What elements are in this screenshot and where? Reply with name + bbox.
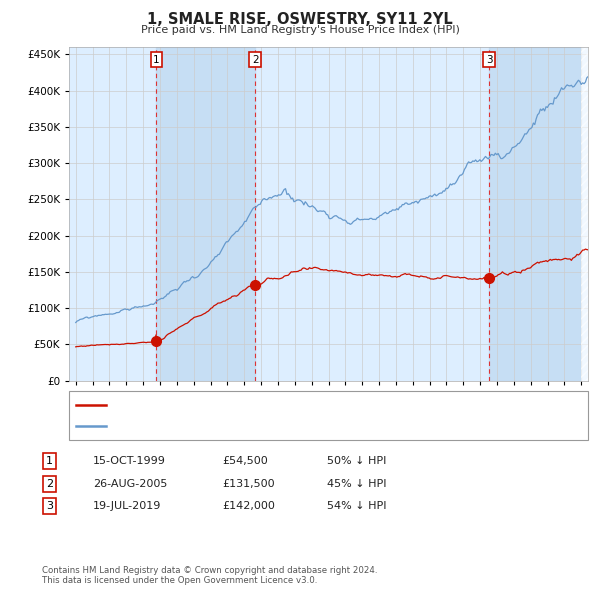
Text: 2: 2 (46, 479, 53, 489)
Text: 19-JUL-2019: 19-JUL-2019 (93, 502, 161, 511)
Text: 54% ↓ HPI: 54% ↓ HPI (327, 502, 386, 511)
Text: Contains HM Land Registry data © Crown copyright and database right 2024.
This d: Contains HM Land Registry data © Crown c… (42, 566, 377, 585)
Text: 50% ↓ HPI: 50% ↓ HPI (327, 457, 386, 466)
Text: 1: 1 (46, 457, 53, 466)
Text: 15-OCT-1999: 15-OCT-1999 (93, 457, 166, 466)
Text: £131,500: £131,500 (222, 479, 275, 489)
Bar (489, 47, 581, 381)
Text: 26-AUG-2005: 26-AUG-2005 (93, 479, 167, 489)
Text: 3: 3 (46, 502, 53, 511)
Text: £54,500: £54,500 (222, 457, 268, 466)
Text: HPI: Average price, detached house, Shropshire: HPI: Average price, detached house, Shro… (111, 421, 360, 431)
Text: 3: 3 (486, 54, 493, 64)
Text: 45% ↓ HPI: 45% ↓ HPI (327, 479, 386, 489)
Text: 1: 1 (153, 54, 160, 64)
Text: Price paid vs. HM Land Registry's House Price Index (HPI): Price paid vs. HM Land Registry's House … (140, 25, 460, 35)
Text: 2: 2 (252, 54, 259, 64)
Bar (157, 47, 255, 381)
Text: 1, SMALE RISE, OSWESTRY, SY11 2YL: 1, SMALE RISE, OSWESTRY, SY11 2YL (147, 12, 453, 27)
Text: £142,000: £142,000 (222, 502, 275, 511)
Text: 1, SMALE RISE, OSWESTRY, SY11 2YL (detached house): 1, SMALE RISE, OSWESTRY, SY11 2YL (detac… (111, 399, 399, 409)
